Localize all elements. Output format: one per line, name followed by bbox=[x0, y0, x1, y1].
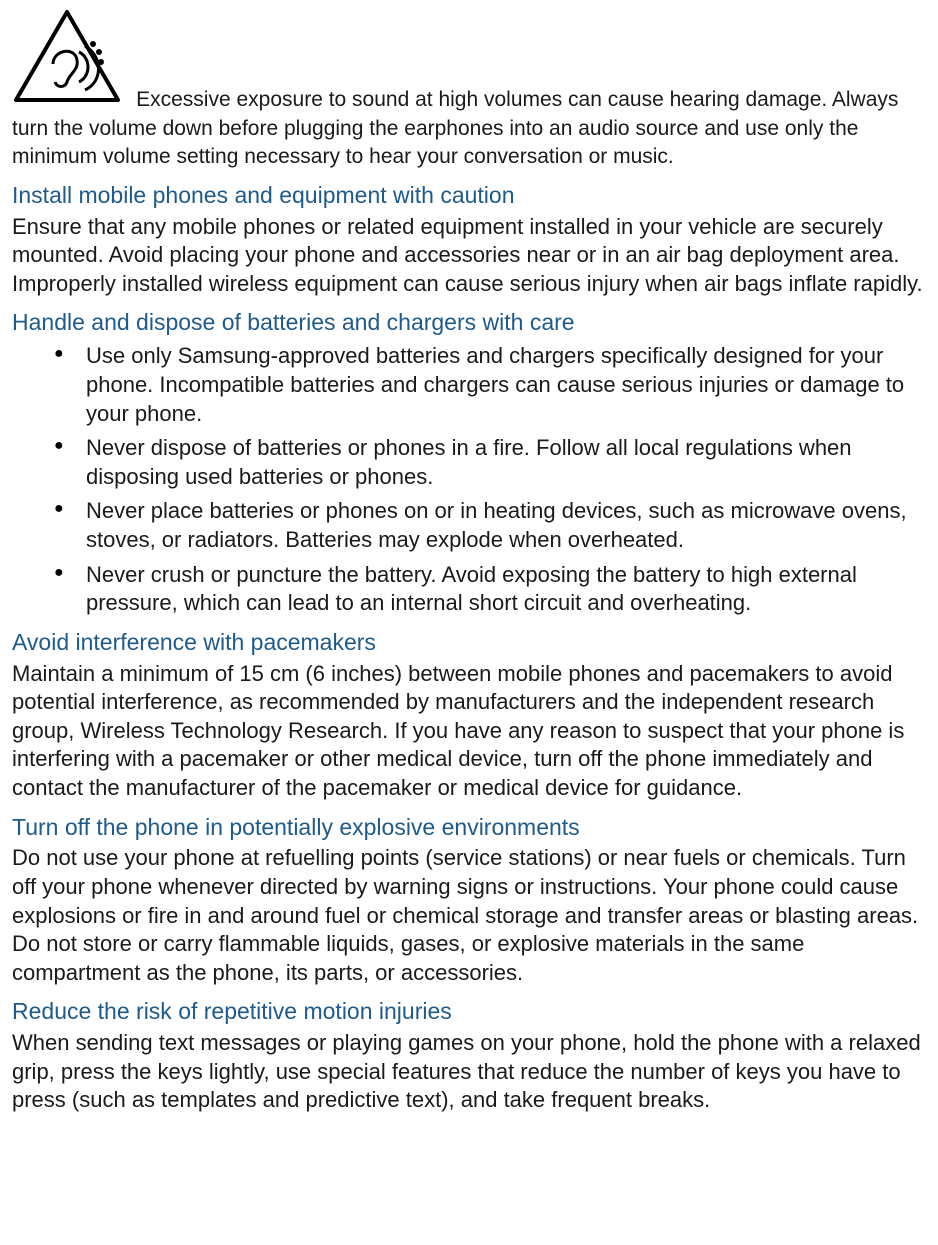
section-explosive-environments: Turn off the phone in potentially explos… bbox=[12, 813, 926, 988]
section-heading: Handle and dispose of batteries and char… bbox=[12, 308, 926, 338]
bullet-list: Use only Samsung-approved batteries and … bbox=[12, 342, 926, 617]
list-item: Never crush or puncture the battery. Avo… bbox=[58, 561, 926, 618]
hearing-warning-block: Excessive exposure to sound at high volu… bbox=[12, 8, 926, 171]
list-item: Use only Samsung-approved batteries and … bbox=[58, 342, 926, 428]
hearing-warning-text: Excessive exposure to sound at high volu… bbox=[12, 88, 898, 168]
section-heading: Turn off the phone in potentially explos… bbox=[12, 813, 926, 843]
hearing-damage-warning-icon bbox=[12, 8, 122, 114]
section-heading: Reduce the risk of repetitive motion inj… bbox=[12, 997, 926, 1027]
list-item: Never place batteries or phones on or in… bbox=[58, 497, 926, 554]
section-body: Maintain a minimum of 15 cm (6 inches) b… bbox=[12, 660, 926, 803]
section-batteries-chargers: Handle and dispose of batteries and char… bbox=[12, 308, 926, 617]
section-heading: Avoid interference with pacemakers bbox=[12, 628, 926, 658]
section-pacemakers: Avoid interference with pacemakers Maint… bbox=[12, 628, 926, 803]
section-body: Ensure that any mobile phones or related… bbox=[12, 213, 926, 299]
section-body: When sending text messages or playing ga… bbox=[12, 1029, 926, 1115]
section-body: Do not use your phone at refuelling poin… bbox=[12, 844, 926, 987]
section-repetitive-motion: Reduce the risk of repetitive motion inj… bbox=[12, 997, 926, 1115]
list-item: Never dispose of batteries or phones in … bbox=[58, 434, 926, 491]
section-install-caution: Install mobile phones and equipment with… bbox=[12, 181, 926, 299]
section-heading: Install mobile phones and equipment with… bbox=[12, 181, 926, 211]
